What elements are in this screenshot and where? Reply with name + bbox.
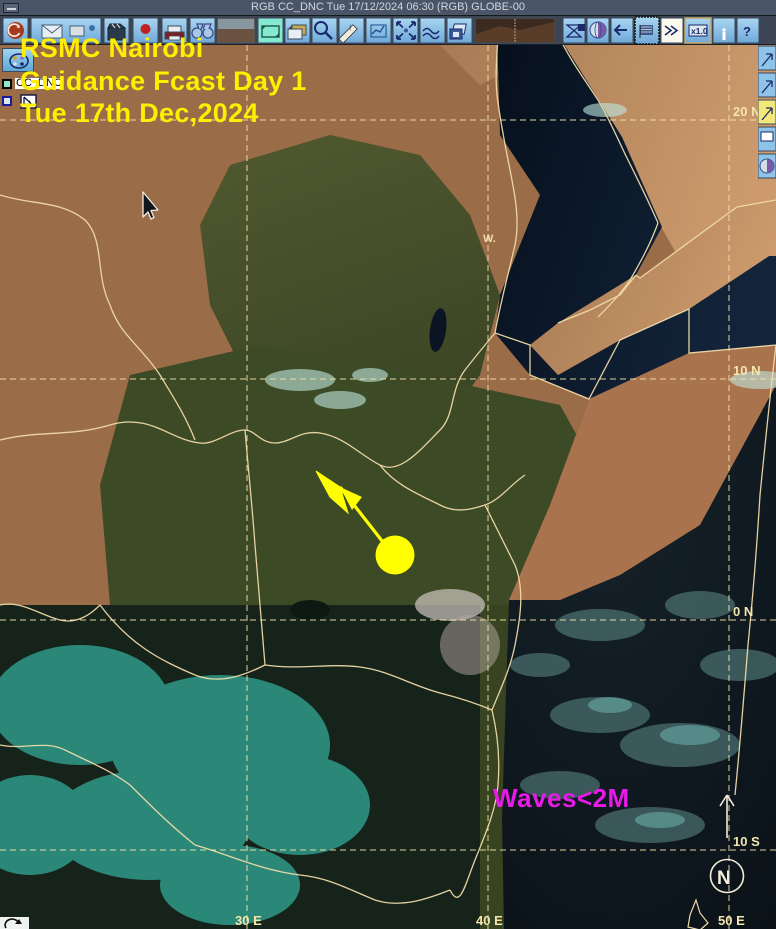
- svg-text:N: N: [717, 868, 731, 889]
- svg-text:10 S: 10 S: [733, 834, 760, 849]
- svg-text:0 N: 0 N: [733, 604, 753, 619]
- svg-text:x1.0: x1.0: [691, 26, 708, 36]
- svg-text:40 E: 40 E: [476, 913, 503, 928]
- svg-text:50 E: 50 E: [718, 913, 745, 928]
- svg-text:20 N: 20 N: [733, 104, 760, 119]
- svg-text:30 E: 30 E: [235, 913, 262, 928]
- svg-text:?: ?: [743, 24, 751, 39]
- svg-text:W.: W.: [483, 233, 496, 245]
- svg-text:10 N: 10 N: [733, 363, 760, 378]
